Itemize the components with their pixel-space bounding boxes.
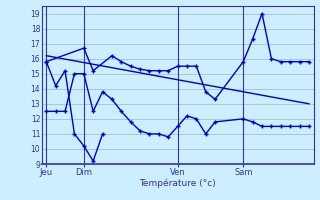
X-axis label: Température (°c): Température (°c) — [139, 179, 216, 188]
